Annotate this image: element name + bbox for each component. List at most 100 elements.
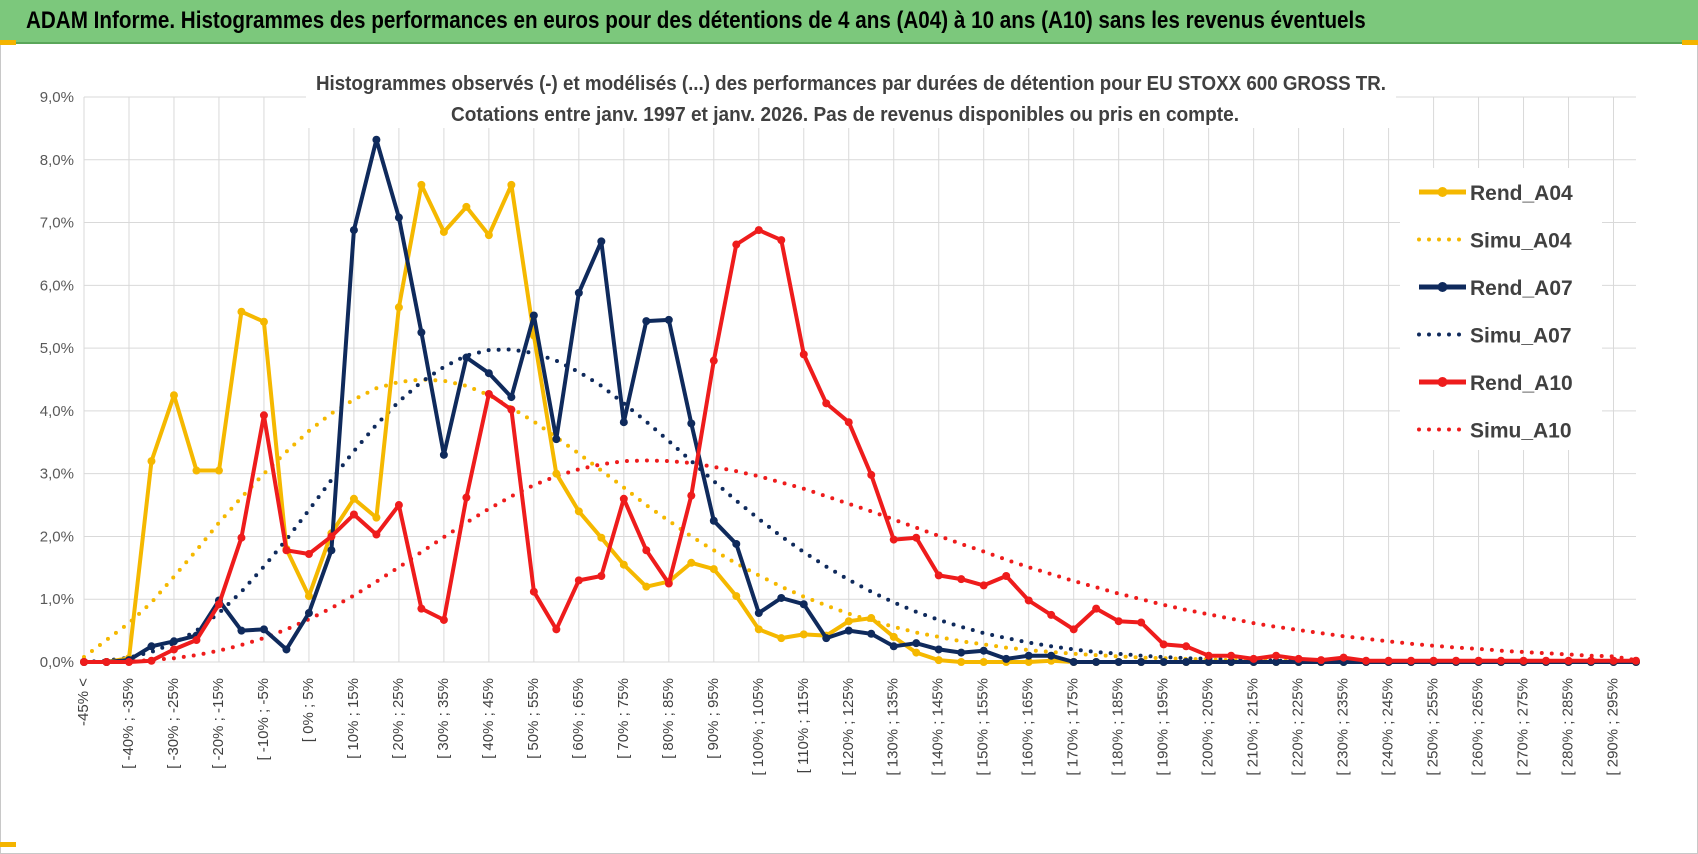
data-point-rend_a10 [507,405,516,414]
x-axis-ticks: -45% < [ -40% ; -35% [ -30% ; -25% [ -20% ;… [75,678,1622,776]
data-point-rend_a07 [1047,651,1056,660]
data-point-rend_a10 [327,532,336,541]
data-point-rend_a10 [912,533,921,542]
data-point-rend_a10 [664,579,673,588]
data-point-rend_a10 [1452,656,1461,665]
x-tick-label: [ 50% ; 55% [525,678,542,759]
data-point-rend_a10 [844,418,853,427]
data-point-rend_a10 [1429,656,1438,665]
x-tick-label: [ 240% ; 245% [1380,678,1397,776]
x-tick-label: [ 90% ; 95% [705,678,722,759]
data-point-rend_a04 [799,630,808,639]
data-point-rend_a10 [1384,656,1393,665]
y-tick-label: 7,0% [40,215,74,232]
data-point-rend_a04 [574,507,583,516]
data-point-rend_a10 [799,350,808,359]
y-tick-label: 8,0% [40,152,74,169]
corner-mark [0,842,16,847]
data-point-rend_a07 [1272,658,1281,666]
data-point-rend_a10 [237,533,246,542]
legend-swatch-marker [1437,377,1448,387]
legend: Rend_A04 Simu_A04 Rend_A07 Simu_A07 Rend_A10… [1417,182,1573,443]
data-point-rend_a07 [642,317,651,326]
title-background [306,64,1396,128]
data-point-rend_a07 [484,369,493,378]
x-tick-label: [ 40% ; 45% [480,678,497,759]
data-point-rend_a10 [1407,656,1416,665]
data-point-rend_a10 [259,411,268,420]
data-point-rend_a10 [822,399,831,408]
y-axis-ticks: 0,0% 1,0% 2,0% 3,0% 4,0% 5,0% 6,0% 7,0% 8,0% 9,0% [40,89,74,671]
data-point-rend_a10 [934,571,943,580]
data-point-rend_a07 [507,393,516,402]
data-point-rend_a10 [439,615,448,624]
data-point-rend_a04 [754,625,763,634]
data-point-rend_a10 [349,510,358,519]
data-point-rend_a07 [799,600,808,609]
data-point-rend_a04 [889,632,898,641]
data-point-rend_a07 [597,237,606,246]
data-point-rend_a07 [1092,658,1101,666]
data-point-rend_a10 [1159,640,1168,649]
legend-label: Simu_A10 [1470,420,1572,443]
chart-title: Histogrammes observés (-) et modélisés (… [316,73,1386,95]
data-point-rend_a07 [529,311,538,320]
data-point-rend_a10 [1002,571,1011,580]
data-point-rend_a04 [259,317,268,326]
x-tick-label: [ 130% ; 135% [885,678,902,776]
data-point-rend_a10 [1317,656,1326,665]
data-point-rend_a10 [1047,610,1056,619]
data-point-rend_a04 [439,227,448,236]
data-point-rend_a07 [1024,651,1033,660]
data-point-rend_a04 [619,560,628,569]
data-point-rend_a04 [777,634,786,643]
data-point-rend_a04 [687,558,696,567]
data-point-rend_a04 [237,307,246,316]
data-point-rend_a10 [1024,596,1033,605]
data-point-rend_a10 [1137,618,1146,627]
data-point-rend_a07 [327,546,336,555]
banner-title: ADAM Informe. Histogrammes des performan… [26,7,1366,34]
data-point-rend_a10 [1632,656,1640,665]
x-tick-label: [ 280% ; 285% [1560,678,1577,776]
data-point-rend_a07 [1182,658,1191,666]
x-tick-label: [ -40% ; -35% [120,678,137,769]
data-point-rend_a04 [1024,658,1033,666]
x-tick-label: [ 210% ; 215% [1245,678,1262,776]
data-point-rend_a10 [552,625,561,634]
y-tick-label: 9,0% [40,89,74,106]
data-point-rend_a10 [1227,651,1236,660]
corner-mark [0,40,16,45]
data-point-rend_a07 [169,637,178,646]
data-point-rend_a04 [552,469,561,478]
data-point-rend_a07 [732,539,741,548]
data-point-rend_a04 [642,582,651,591]
x-tick-label: [ -10% ; -5% [255,678,272,761]
x-tick-label: [ 120% ; 125% [840,678,857,776]
legend-swatch-marker [1437,282,1448,292]
data-point-rend_a10 [1587,656,1596,665]
data-point-rend_a04 [957,658,966,666]
series-line-simu_a07 [82,347,1638,664]
data-point-rend_a10 [529,587,538,596]
data-point-rend_a10 [777,236,786,245]
x-tick-label: [ 200% ; 205% [1200,678,1217,776]
data-point-rend_a07 [394,213,403,222]
data-point-rend_a10 [80,658,88,666]
x-tick-label: [ 220% ; 225% [1290,678,1307,776]
x-tick-label: [ 20% ; 25% [390,678,407,759]
data-point-rend_a04 [394,303,403,312]
data-point-rend_a04 [214,466,223,475]
x-tick-label: [ 290% ; 295% [1605,678,1622,776]
x-tick-label: [ 30% ; 35% [435,678,452,759]
data-point-rend_a07 [1204,658,1213,666]
y-tick-label: 2,0% [40,528,74,545]
data-point-rend_a04 [147,457,156,466]
legend-label: Simu_A07 [1470,325,1572,348]
data-point-rend_a07 [777,593,786,602]
data-point-rend_a10 [1294,654,1303,663]
data-point-rend_a04 [507,180,516,189]
legend-background [1400,168,1602,450]
data-point-rend_a10 [867,470,876,479]
data-point-rend_a10 [484,389,493,398]
